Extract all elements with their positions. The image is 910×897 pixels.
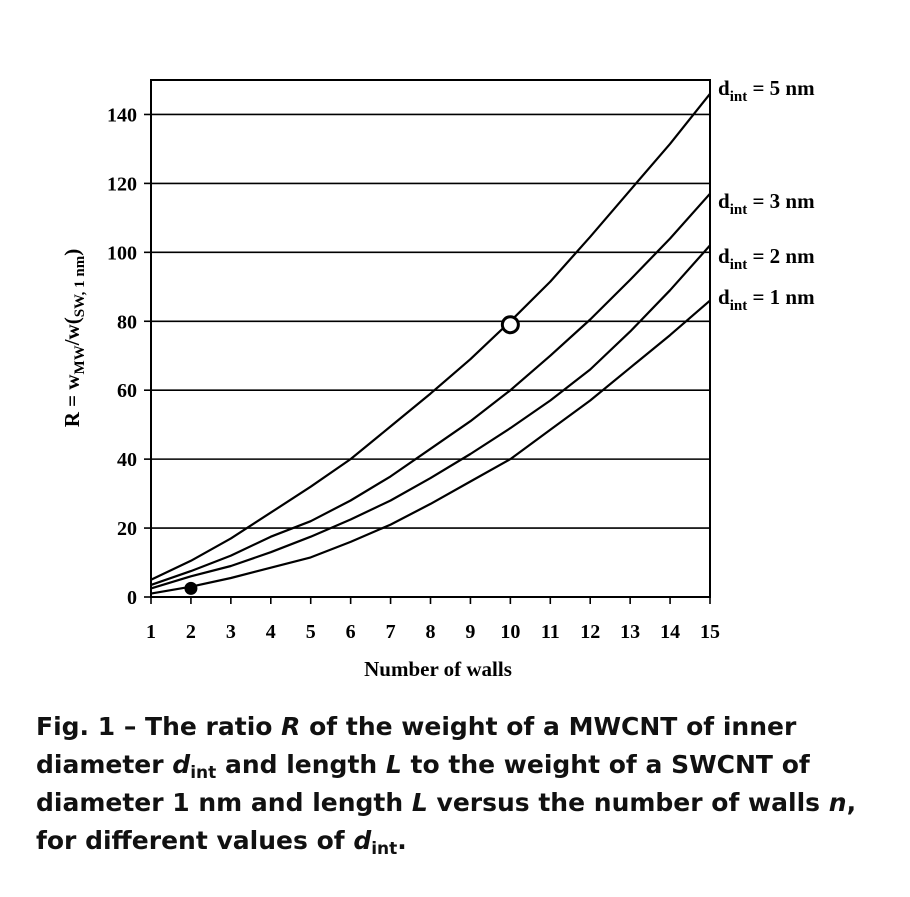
series-label-sub: int <box>730 257 748 273</box>
series-line-1 <box>150 93 711 581</box>
marker-open-2 <box>500 315 520 335</box>
series-label-main: d <box>718 244 730 268</box>
series-label-rest: = 3 nm <box>747 189 815 213</box>
caption-text-3: and length <box>216 750 386 779</box>
x-tick-label-7: 7 <box>386 621 396 643</box>
series-label-3: dint = 2 nm <box>718 244 815 273</box>
series-label-rest: = 2 nm <box>747 244 815 268</box>
x-axis-ticks: 1 2 3 4 5 6 7 8 9 10 11 12 13 14 15 <box>146 597 720 643</box>
caption-text-5: versus the number of walls <box>427 788 829 817</box>
data-markers <box>184 315 520 595</box>
figure-caption: Fig. 1 – The ratio R of the weight of a … <box>36 708 886 860</box>
marker-filled-1 <box>184 581 198 595</box>
chart: 1 2 3 4 5 6 7 8 9 10 11 12 13 14 15 020406080100120140… <box>60 76 815 681</box>
series-lines <box>150 93 711 595</box>
series-line-3 <box>150 244 711 590</box>
y-axis-ticks: 0 20 40 60 80 100 120 140 <box>107 104 151 609</box>
x-tick-label-10: 10 <box>500 621 520 643</box>
y-axis-title-sub-mw: MW <box>72 345 88 374</box>
x-tick-label-14: 14 <box>660 621 680 643</box>
x-tick-label-3: 3 <box>226 621 236 643</box>
y-axis-title-sub-sw: SW, 1 nm <box>72 255 88 317</box>
series-label-2: dint = 3 nm <box>718 189 815 218</box>
caption-var-n: n <box>828 788 847 817</box>
y-axis-title-base: R = w <box>60 374 84 428</box>
series-label-sub: int <box>730 202 748 218</box>
series-label-rest: = 5 nm <box>747 76 815 100</box>
x-tick-label-12: 12 <box>580 621 600 643</box>
series-label-rest: = 1 nm <box>747 285 815 309</box>
y-axis-title-mid: /w( <box>60 317 84 346</box>
caption-var-d: d <box>172 750 191 779</box>
x-tick-label-6: 6 <box>346 621 356 643</box>
y-tick-label-40: 40 <box>117 449 137 471</box>
y-tick-label-120: 120 <box>107 173 137 195</box>
caption-text-6: , for different values of <box>36 788 857 855</box>
series-label-4: dint = 1 nm <box>718 285 815 314</box>
grid-lines <box>151 113 710 529</box>
series-line-4 <box>150 299 711 595</box>
caption-text-7: . <box>397 826 407 855</box>
caption-text-4: to the weight of a SWCNT of diameter 1 n… <box>36 750 810 817</box>
caption-var-l: L <box>385 750 402 779</box>
y-tick-label-140: 140 <box>107 104 137 126</box>
plot-frame <box>150 79 711 598</box>
x-tick-label-9: 9 <box>465 621 475 643</box>
y-tick-label-60: 60 <box>117 380 137 402</box>
x-tick-label-11: 11 <box>541 621 560 643</box>
caption-sub-int: int <box>190 763 217 783</box>
y-tick-label-80: 80 <box>117 311 137 333</box>
series-label-main: d <box>718 189 730 213</box>
series-label-main: d <box>718 285 730 309</box>
x-tick-label-2: 2 <box>186 621 196 643</box>
series-label-1: dint = 5 nm <box>718 76 815 105</box>
y-axis-title-end: ) <box>60 249 84 256</box>
caption-text-2: of the weight of a MWCNT of inner diamet… <box>36 712 797 779</box>
caption-text-1: Fig. 1 – The ratio <box>36 712 282 741</box>
x-tick-label-8: 8 <box>426 621 436 643</box>
y-tick-label-0: 0 <box>127 587 137 609</box>
y-tick-label-100: 100 <box>107 242 137 264</box>
y-axis-title: R = wMW/w(SW, 1 nm) <box>60 249 88 428</box>
x-axis-title: Number of walls <box>364 657 512 681</box>
y-tick-label-20: 20 <box>117 518 137 540</box>
x-tick-label-5: 5 <box>306 621 316 643</box>
x-tick-label-1: 1 <box>146 621 156 643</box>
caption-var-l-2: L <box>411 788 428 817</box>
caption-var-r: R <box>281 712 301 741</box>
x-tick-label-4: 4 <box>266 621 276 643</box>
caption-sub-int-2: int <box>371 839 398 859</box>
series-label-sub: int <box>730 89 748 105</box>
x-tick-label-15: 15 <box>700 621 720 643</box>
series-label-main: d <box>718 76 730 100</box>
series-label-sub: int <box>730 298 748 314</box>
caption-var-d-2: d <box>353 826 372 855</box>
x-tick-label-13: 13 <box>620 621 640 643</box>
series-line-2 <box>150 192 711 586</box>
